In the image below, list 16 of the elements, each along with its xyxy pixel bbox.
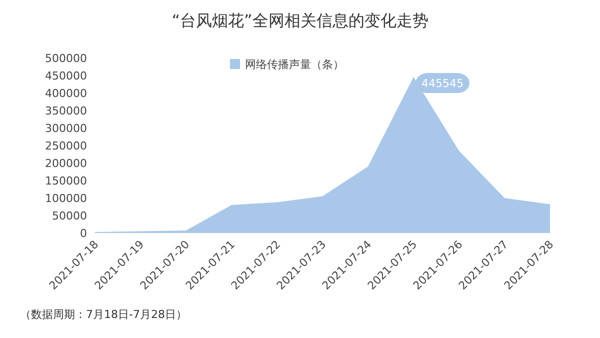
y-tick-label: 350000 bbox=[45, 104, 87, 118]
data-label: 445545 bbox=[422, 77, 464, 90]
y-tick-label: 200000 bbox=[45, 157, 87, 170]
y-tick-label: 150000 bbox=[45, 174, 87, 188]
y-tick-label: 400000 bbox=[45, 87, 87, 100]
value-label: 445545 bbox=[416, 73, 470, 94]
legend: 网络传播声量（条） bbox=[230, 58, 344, 71]
y-tick-label: 50000 bbox=[52, 210, 87, 222]
chart-title: “台风烟花”全网相关信息的变化走势 bbox=[172, 11, 428, 30]
y-tick-label: 0 bbox=[80, 227, 87, 240]
y-tick-label: 450000 bbox=[45, 70, 87, 82]
text: （数据周期：7月18日-7月28日） bbox=[20, 308, 187, 321]
y-tick-label: 250000 bbox=[45, 140, 87, 152]
y-tick-label: 300000 bbox=[45, 122, 87, 135]
y-tick-label: 100000 bbox=[45, 192, 87, 205]
y-tick-label: 500000 bbox=[45, 52, 87, 65]
